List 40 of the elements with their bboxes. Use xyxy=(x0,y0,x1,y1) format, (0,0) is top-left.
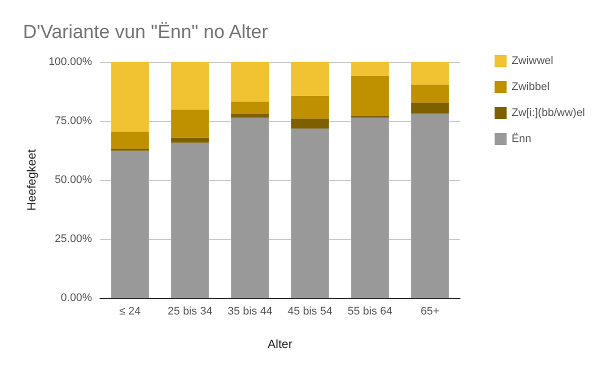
x-tick-label: 45 bis 54 xyxy=(288,306,332,318)
bar xyxy=(111,150,149,298)
bar xyxy=(291,128,329,298)
y-tick-label: 100.00% xyxy=(48,56,92,68)
bar xyxy=(171,142,209,298)
x-tick-label: 35 bis 44 xyxy=(228,306,272,318)
bar xyxy=(291,96,329,119)
bar xyxy=(171,138,209,143)
bar xyxy=(351,62,389,76)
bar xyxy=(351,118,389,298)
bar xyxy=(171,110,209,138)
bar xyxy=(171,62,209,110)
y-tick-label: 25.00% xyxy=(54,233,92,245)
y-tick-label: 50.00% xyxy=(54,174,92,186)
bar xyxy=(111,62,149,132)
legend-label: Ënn xyxy=(512,132,532,145)
legend-label: Zwiwwel xyxy=(512,55,554,67)
legend-label: Zw[i:](bb/ww)el xyxy=(512,107,585,119)
bar xyxy=(231,118,269,298)
chart-title: D'Variante vun "Ënn" no Alter xyxy=(23,22,269,43)
y-tick-label: 0.00% xyxy=(60,292,92,304)
bar xyxy=(351,76,389,116)
y-tick-label: 75.00% xyxy=(54,115,92,127)
bar xyxy=(231,62,269,102)
x-tick-label: ≤ 24 xyxy=(119,306,141,318)
x-tick-label: 65+ xyxy=(420,306,440,318)
bar xyxy=(291,62,329,96)
y-axis-title: Heefegkeet xyxy=(24,148,39,211)
bar xyxy=(231,102,269,114)
bar xyxy=(411,102,449,114)
x-tick-label: 55 bis 64 xyxy=(348,306,392,318)
bar xyxy=(291,118,329,129)
bar xyxy=(411,62,449,85)
bar xyxy=(231,114,269,118)
bar xyxy=(411,114,449,298)
x-axis-title: Alter xyxy=(268,337,292,351)
x-tick-label: 25 bis 34 xyxy=(168,306,212,318)
bar xyxy=(411,84,449,103)
bar xyxy=(111,132,149,149)
legend-label: Zwibbel xyxy=(512,81,550,93)
